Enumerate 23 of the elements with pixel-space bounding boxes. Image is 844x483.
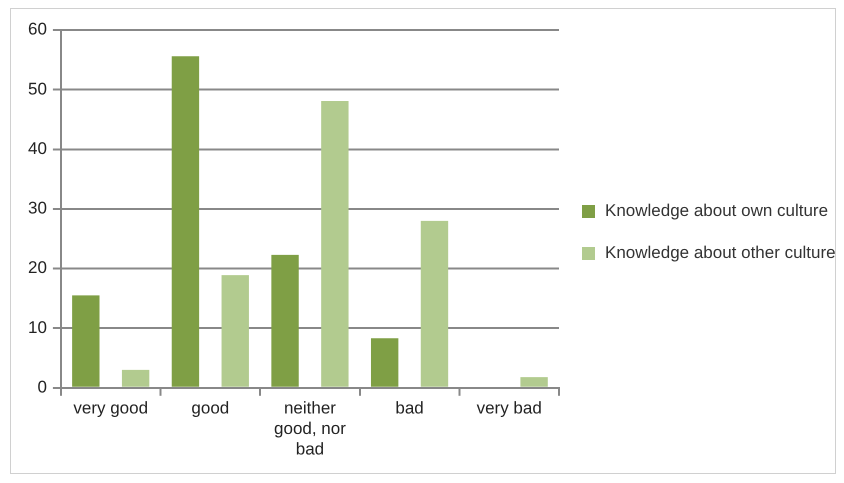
y-tick-label: 40 bbox=[28, 138, 47, 158]
y-tick-label: 10 bbox=[28, 318, 47, 337]
x-tick-label: very good bbox=[73, 398, 148, 418]
legend-label: Knowledge about other culture bbox=[605, 242, 836, 264]
bar bbox=[72, 295, 100, 387]
y-tick-label: 20 bbox=[28, 258, 47, 278]
y-tick-label: 50 bbox=[28, 79, 47, 98]
bar bbox=[420, 220, 448, 387]
bar bbox=[122, 370, 150, 387]
x-tick-label: neither good, nor bad bbox=[274, 398, 346, 458]
y-tick-label: 30 bbox=[28, 198, 47, 218]
bar bbox=[172, 56, 200, 387]
bar bbox=[520, 377, 548, 387]
x-tick-label: good bbox=[191, 398, 230, 418]
legend-label: Knowledge about own culture bbox=[605, 200, 828, 222]
bar bbox=[222, 275, 249, 387]
bar bbox=[321, 100, 349, 387]
bar bbox=[370, 338, 398, 387]
y-tick-label: 60 bbox=[28, 20, 47, 39]
y-tick-label: 0 bbox=[37, 377, 47, 396]
x-tick-label: very bad bbox=[476, 398, 542, 418]
x-tick-label: bad bbox=[395, 398, 424, 418]
bar bbox=[271, 254, 299, 387]
